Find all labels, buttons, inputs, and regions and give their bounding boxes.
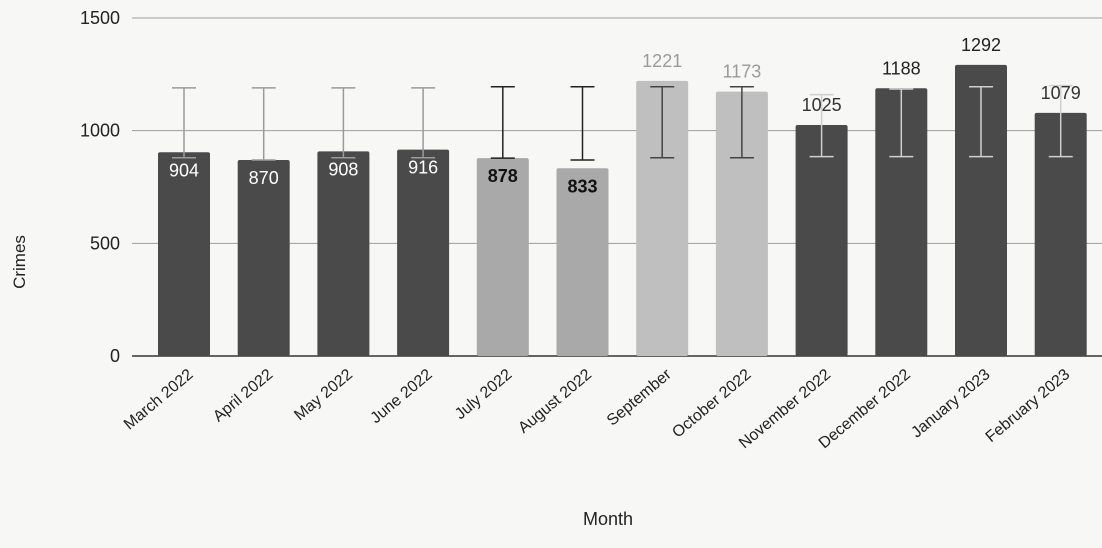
x-tick-label: October 2022 [669, 366, 754, 441]
bar [1034, 112, 1087, 357]
data-label: 1221 [642, 51, 682, 71]
bar [795, 125, 848, 357]
bar [397, 149, 450, 356]
bar [556, 168, 609, 356]
data-label: 878 [488, 166, 518, 186]
y-tick-label: 1000 [80, 121, 120, 141]
error-bar [650, 85, 675, 159]
y-axis-title: Crimes [10, 235, 29, 289]
x-tick-label: March 2022 [121, 366, 197, 433]
error-bar [172, 87, 196, 159]
error-bar [889, 88, 914, 158]
error-bar [809, 93, 834, 158]
bar [955, 64, 1007, 357]
error-bar [969, 85, 993, 158]
y-tick-label: 0 [110, 346, 120, 366]
data-label: 904 [169, 160, 199, 180]
error-bar [251, 87, 276, 161]
x-tick-label: April 2022 [210, 366, 276, 425]
error-bar [570, 85, 595, 161]
x-tick-label: June 2022 [367, 366, 435, 427]
data-label: 1292 [961, 35, 1001, 55]
data-label: 1079 [1041, 83, 1081, 103]
bar [715, 91, 768, 357]
y-tick-label: 500 [90, 233, 120, 253]
y-tick-label: 1500 [80, 8, 120, 28]
x-axis-ticks: March 2022 April 2022 May 2022 June 2022 Jul… [121, 366, 1073, 453]
x-tick-label: May 2022 [291, 366, 356, 424]
error-bar [1048, 84, 1073, 158]
data-label: 916 [408, 158, 438, 178]
data-label: 908 [328, 159, 358, 179]
data-label: 833 [567, 176, 597, 196]
error-bar [490, 85, 515, 159]
bar [636, 80, 689, 357]
error-bar [331, 87, 356, 159]
data-label: 1173 [723, 62, 762, 82]
y-axis-ticks: 0 500 1000 1500 [80, 8, 120, 366]
x-tick-label: August 2022 [515, 366, 595, 437]
x-tick-label: September [604, 366, 675, 430]
data-label: 1025 [802, 95, 842, 115]
bar [476, 158, 529, 356]
x-axis-title: Month [583, 509, 633, 529]
x-tick-label: January 2023 [908, 366, 993, 441]
bar [317, 151, 370, 356]
gridlines [132, 17, 1102, 357]
error-bar [411, 87, 436, 159]
bar [158, 152, 210, 356]
data-label: 1188 [882, 58, 921, 78]
bar [875, 88, 928, 356]
error-bar [729, 85, 754, 159]
data-label: 870 [249, 168, 279, 188]
x-tick-label: July 2022 [452, 366, 515, 423]
bars-group [158, 64, 1087, 357]
bar [237, 159, 290, 356]
x-tick-label: February 2023 [983, 366, 1074, 446]
data-labels-group: 904 870 908 916 878 833 1221 1173 1025 1188 1292 10… [169, 35, 1081, 196]
error-bars-group [172, 84, 1073, 161]
